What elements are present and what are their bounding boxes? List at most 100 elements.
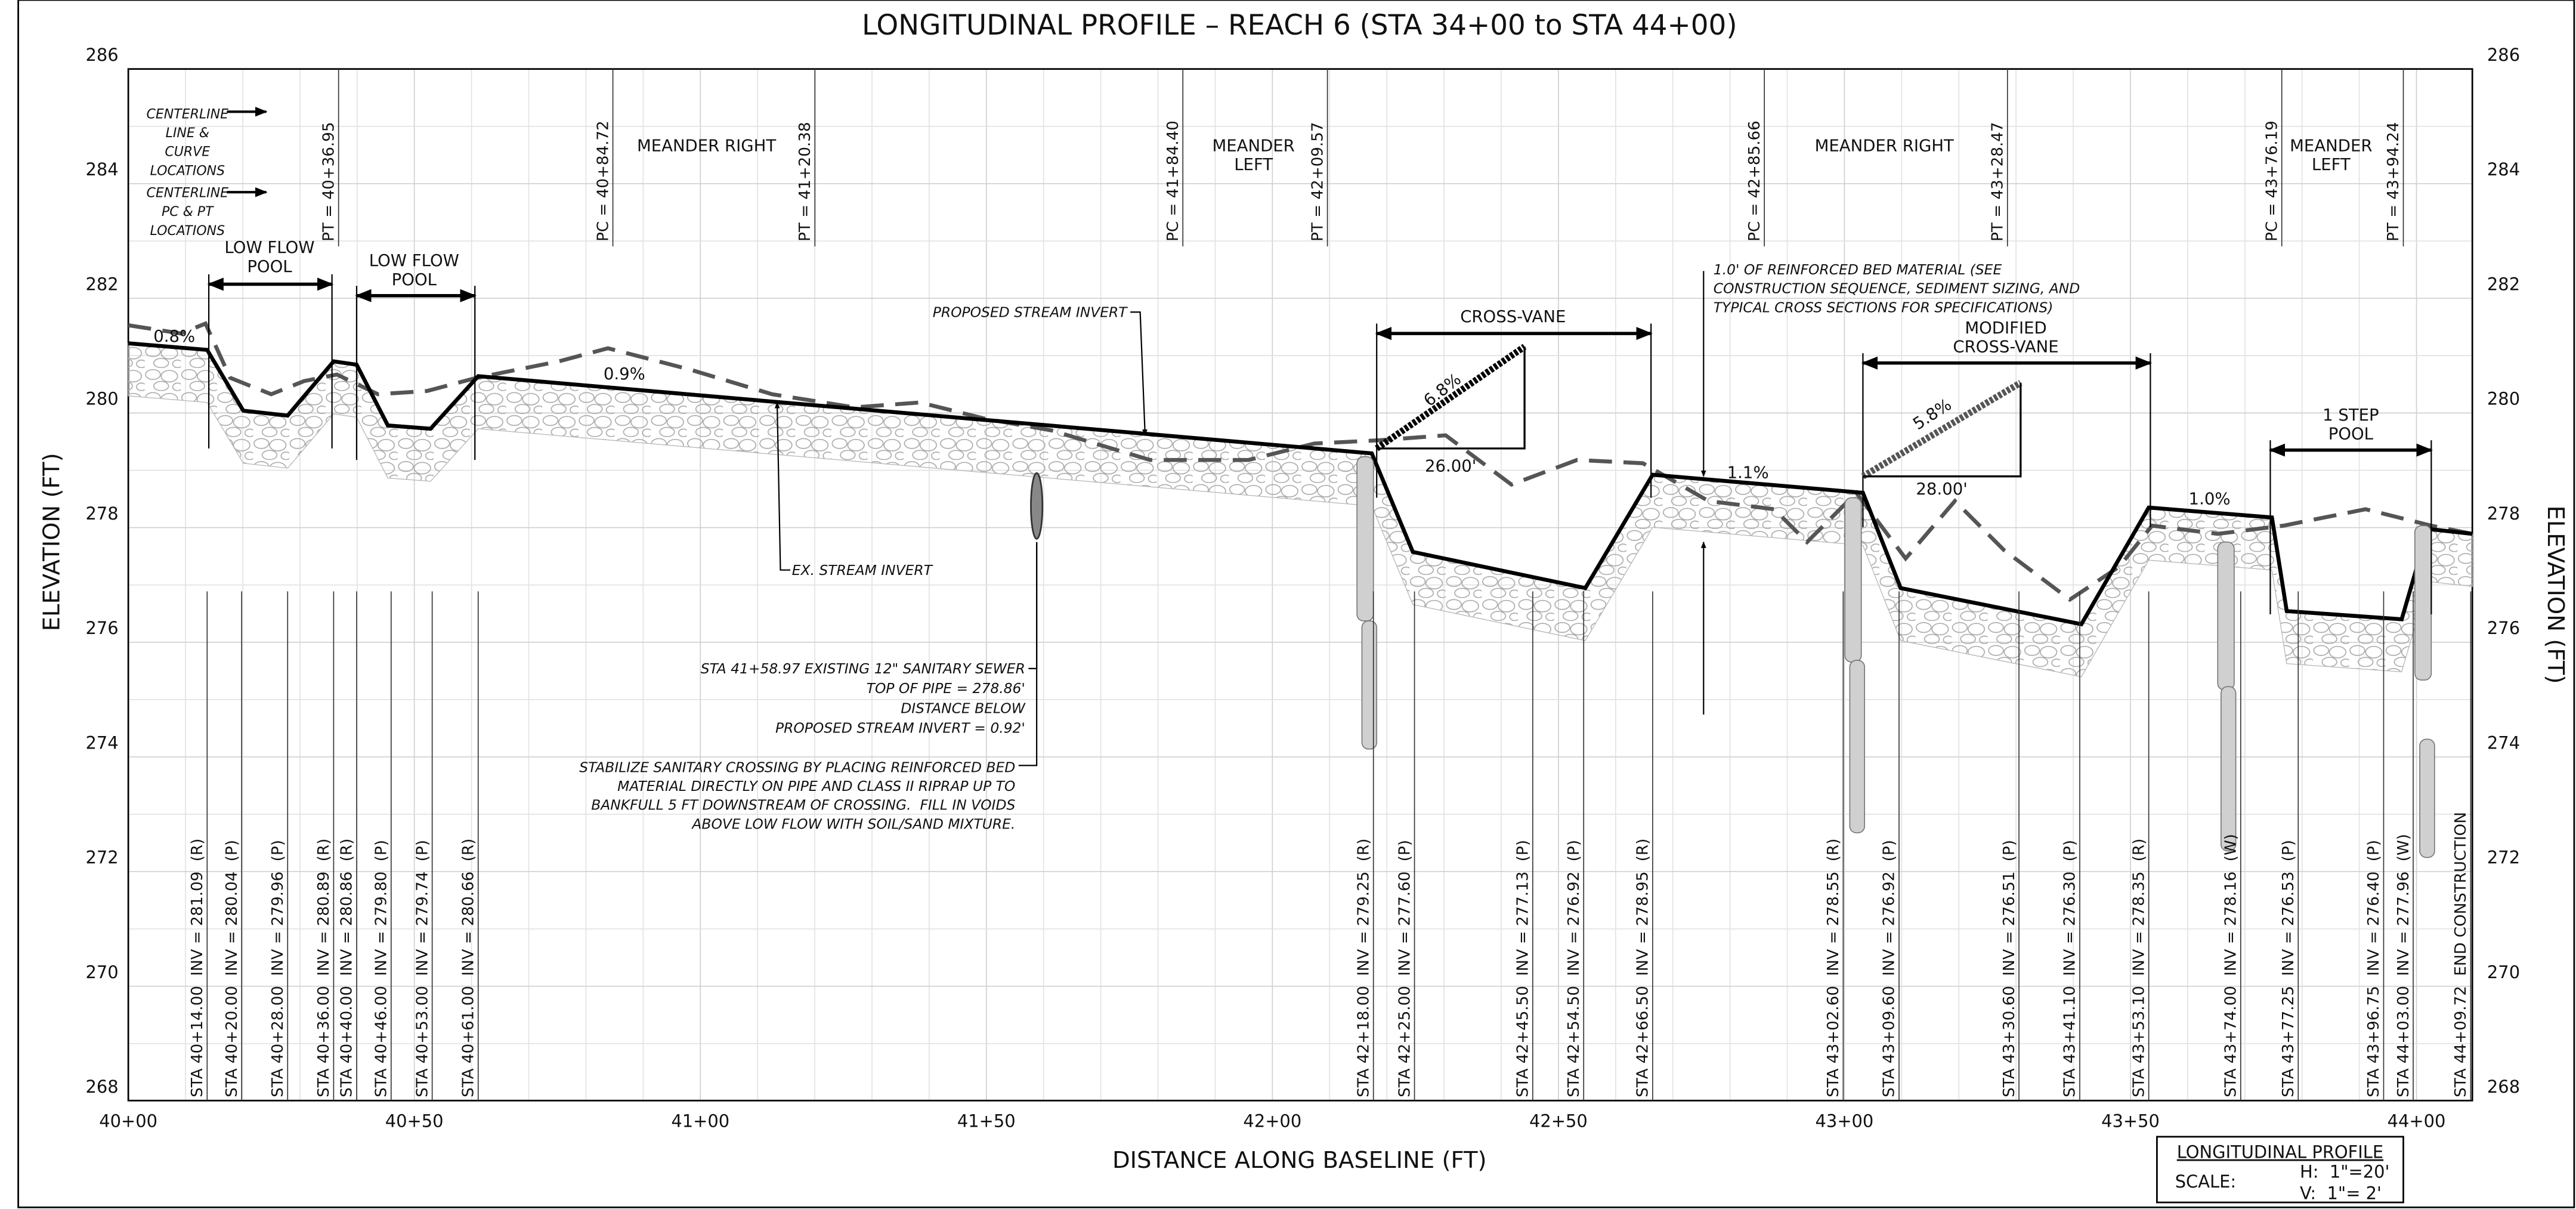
note: TOP OF PIPE = 278.86' [867,680,1025,697]
station-label: STA 43+53.10 INV = 278.35 (R) [2130,839,2148,1097]
scale-v: V: 1"= 2' [2300,1183,2382,1203]
feature-label: MODIFIED [1965,319,2046,338]
y-tick-label: 270 [85,962,118,982]
legend-text: CENTERLINE [146,107,228,122]
curve-point-label: PT = 43+94.24 [2385,122,2402,241]
boulder [2221,687,2236,851]
legend-text: PC & PT [162,205,214,219]
station-label: STA 43+41.10 INV = 276.30 (P) [2061,840,2079,1097]
curve-point-label: PT = 41+20.38 [796,122,814,241]
dimension-label: 26.00' [1425,456,1476,475]
legend-text: LOCATIONS [150,224,225,239]
y-tick-label: 280 [2487,389,2520,409]
x-tick-label: 44+00 [2388,1111,2446,1131]
feature-label: LOW FLOW [369,251,459,270]
scale-label: SCALE: [2175,1171,2236,1192]
meander-label: MEANDER [1213,136,1295,155]
note: PROPOSED STREAM INVERT = 0.92' [775,719,1025,736]
note: PROPOSED STREAM INVERT [933,304,1128,321]
y-tick-label: 268 [2487,1077,2520,1097]
y-tick-label: 272 [85,848,118,868]
y-axis-label: ELEVATION (FT) [2542,506,2569,684]
y-tick-label: 286 [2487,45,2520,65]
y-tick-label: 278 [85,503,118,524]
note: DISTANCE BELOW [901,700,1025,716]
riprap [128,344,2472,677]
curve-point-label: PT = 43+28.47 [1989,122,2007,241]
feature-label: CROSS-VANE [1953,338,2058,357]
y-tick-label: 282 [85,274,118,294]
feature-label: POOL [392,270,437,289]
x-tick-label: 43+00 [1816,1111,1874,1131]
meander-label: LEFT [2312,155,2351,174]
feature-label: CROSS-VANE [1460,307,1566,326]
x-tick-label: 41+50 [957,1111,1016,1131]
meander-label: MEANDER RIGHT [637,136,776,155]
y-tick-label: 270 [2487,962,2520,982]
station-label: STA 42+45.50 INV = 277.13 (P) [1514,840,1532,1097]
y-tick-label: 274 [2487,732,2520,753]
note: ABOVE LOW FLOW WITH SOIL/SAND MIXTURE. [691,815,1015,832]
legend-text: CENTERLINE [146,185,228,200]
curve-point-label: PC = 41+84.40 [1164,120,1182,242]
meander-label: MEANDER RIGHT [1815,136,1954,155]
curve-point-label: PC = 43+76.19 [2263,120,2281,242]
sheet-border [18,0,2574,1207]
scale-h: H: 1"=20' [2300,1162,2390,1182]
slope-label: 0.9% [604,364,645,384]
y-axis-label: ELEVATION (FT) [38,453,65,631]
curve-point-label: PC = 40+84.72 [594,120,612,242]
note: STA 41+58.97 EXISTING 12" SANITARY SEWER [701,660,1025,677]
curve-point-label: PT = 40+36.95 [320,122,338,241]
y-tick-label: 284 [2487,159,2520,180]
y-tick-label: 278 [2487,503,2520,524]
boulder [2415,525,2432,680]
x-tick-label: 43+50 [2101,1111,2160,1131]
station-label: STA 40+40.00 INV = 280.86 (R) [338,839,356,1097]
note: CONSTRUCTION SEQUENCE, SEDIMENT SIZING, … [1714,280,2080,297]
leader [1130,312,1145,435]
note: TYPICAL CROSS SECTIONS FOR SPECIFICATION… [1714,299,2054,316]
station-label: STA 40+14.00 INV = 281.09 (R) [188,839,206,1097]
station-label: STA 40+36.00 INV = 280.89 (R) [315,839,333,1097]
station-label: STA 43+77.25 INV = 276.53 (P) [2280,840,2297,1097]
meander-label: LEFT [1234,155,1273,174]
station-label: STA 43+96.75 INV = 276.40 (P) [2365,840,2383,1097]
boulder [1357,457,1374,621]
note: STABILIZE SANITARY CROSSING BY PLACING R… [579,759,1015,775]
boulder [1362,621,1377,749]
boulder [1845,497,1861,661]
y-tick-label: 280 [85,389,118,409]
slope-label: 1.1% [1727,463,1769,482]
station-label: STA 43+30.60 INV = 276.51 (P) [2000,840,2018,1097]
legend-text: LINE & [166,126,209,141]
station-label: STA 42+54.50 INV = 276.92 (P) [1565,840,1583,1097]
station-label: STA 44+03.00 INV = 277.96 (W) [2395,834,2413,1097]
vane-arm [1377,347,1524,449]
feature-label: POOL [247,257,292,276]
slope-label: 5.8% [1910,395,1955,434]
boulder [2218,542,2234,690]
y-tick-label: 274 [85,732,118,753]
scale-title: LONGITUDINAL PROFILE [2177,1142,2383,1162]
legend-text: LOCATIONS [150,163,225,178]
station-label: STA 42+66.50 INV = 278.95 (R) [1634,839,1652,1097]
y-tick-label: 268 [85,1077,118,1097]
y-tick-label: 272 [2487,848,2520,868]
feature-label: 1 STEP [2323,406,2379,425]
legend-text: CURVE [165,145,210,160]
y-tick-label: 282 [2487,274,2520,294]
boulder [1850,660,1864,833]
boulder [2420,739,2435,857]
leader [1028,542,1037,669]
station-label: STA 44+09.72 END CONSTRUCTION [2452,812,2470,1097]
x-tick-label: 40+50 [385,1111,444,1131]
station-label: STA 43+74.00 INV = 278.16 (W) [2222,834,2240,1097]
y-tick-label: 276 [2487,618,2520,638]
x-tick-label: 42+50 [1529,1111,1588,1131]
page: {"title":"LONGITUDINAL PROFILE – REACH 6… [0,0,2576,1209]
x-tick-label: 41+00 [671,1111,729,1131]
note: MATERIAL DIRECTLY ON PIPE AND CLASS II R… [617,778,1015,794]
title: LONGITUDINAL PROFILE – REACH 6 (STA 34+0… [862,10,1737,42]
note: EX. STREAM INVERT [792,562,933,579]
